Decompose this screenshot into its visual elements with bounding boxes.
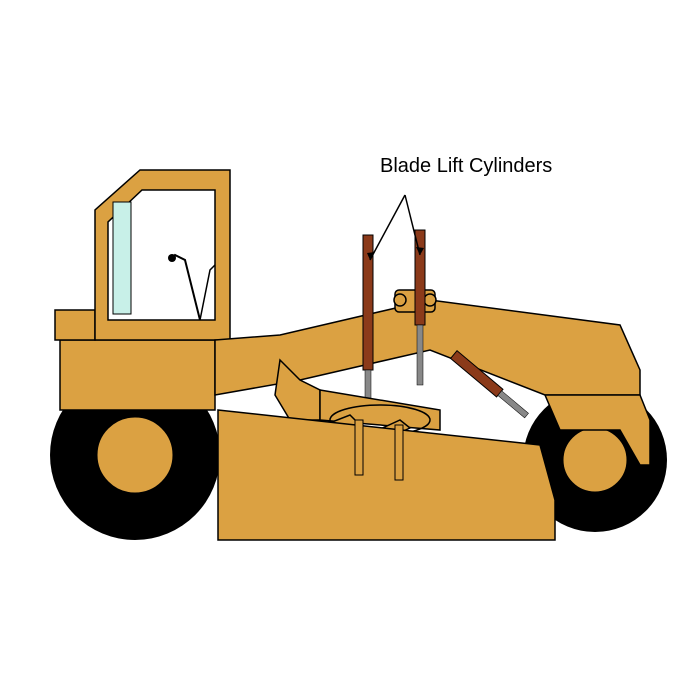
pivot-pin-right xyxy=(424,294,436,306)
cylinder-label: Blade Lift Cylinders xyxy=(380,155,552,178)
rear-body xyxy=(60,340,215,410)
blade-support-v1 xyxy=(355,420,363,475)
callout-line-2 xyxy=(405,195,420,255)
rear-wheel-inner xyxy=(97,417,173,493)
pivot-pin-left xyxy=(394,294,406,306)
moldboard xyxy=(218,410,555,540)
cab-window xyxy=(113,202,131,314)
blade-support-v2 xyxy=(395,425,403,480)
front-wheel-inner xyxy=(563,428,627,492)
engine-hood xyxy=(55,310,95,340)
callout-line-1 xyxy=(370,195,405,260)
piston-right xyxy=(417,325,423,385)
lift-cylinder-right xyxy=(415,230,425,325)
steering-wheel xyxy=(168,254,176,262)
grader-diagram xyxy=(0,0,700,700)
